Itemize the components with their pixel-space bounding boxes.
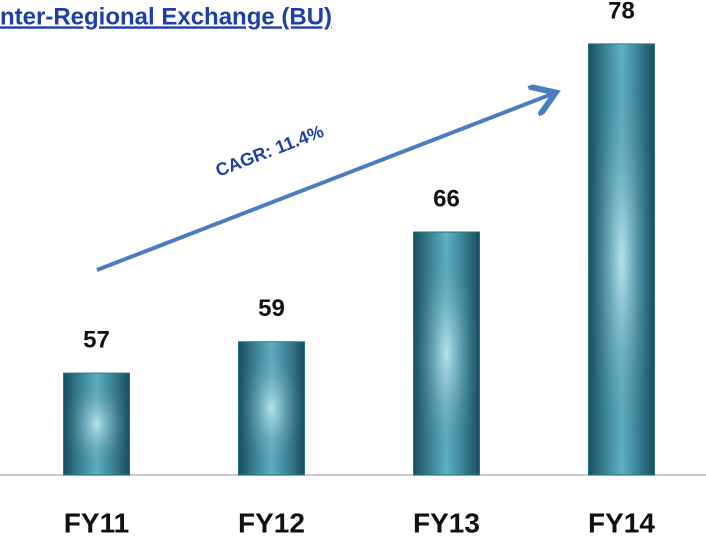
trend-arrow <box>96 94 552 272</box>
x-tick-label: FY14 <box>588 507 655 538</box>
bar <box>238 341 305 476</box>
annotation: CAGR: 11.4% <box>213 121 327 181</box>
bar <box>588 43 655 476</box>
value-label: 57 <box>83 326 110 353</box>
x-tick-label: FY12 <box>238 507 305 538</box>
x-tick-label: FY13 <box>413 507 480 538</box>
bar <box>63 372 130 476</box>
bar <box>413 231 480 476</box>
chart-title: nter-Regional Exchange (BU) <box>0 3 332 30</box>
value-label: 78 <box>608 0 635 24</box>
value-label: 66 <box>433 185 460 212</box>
x-tick-label: FY11 <box>64 507 129 538</box>
value-label: 59 <box>258 295 285 322</box>
